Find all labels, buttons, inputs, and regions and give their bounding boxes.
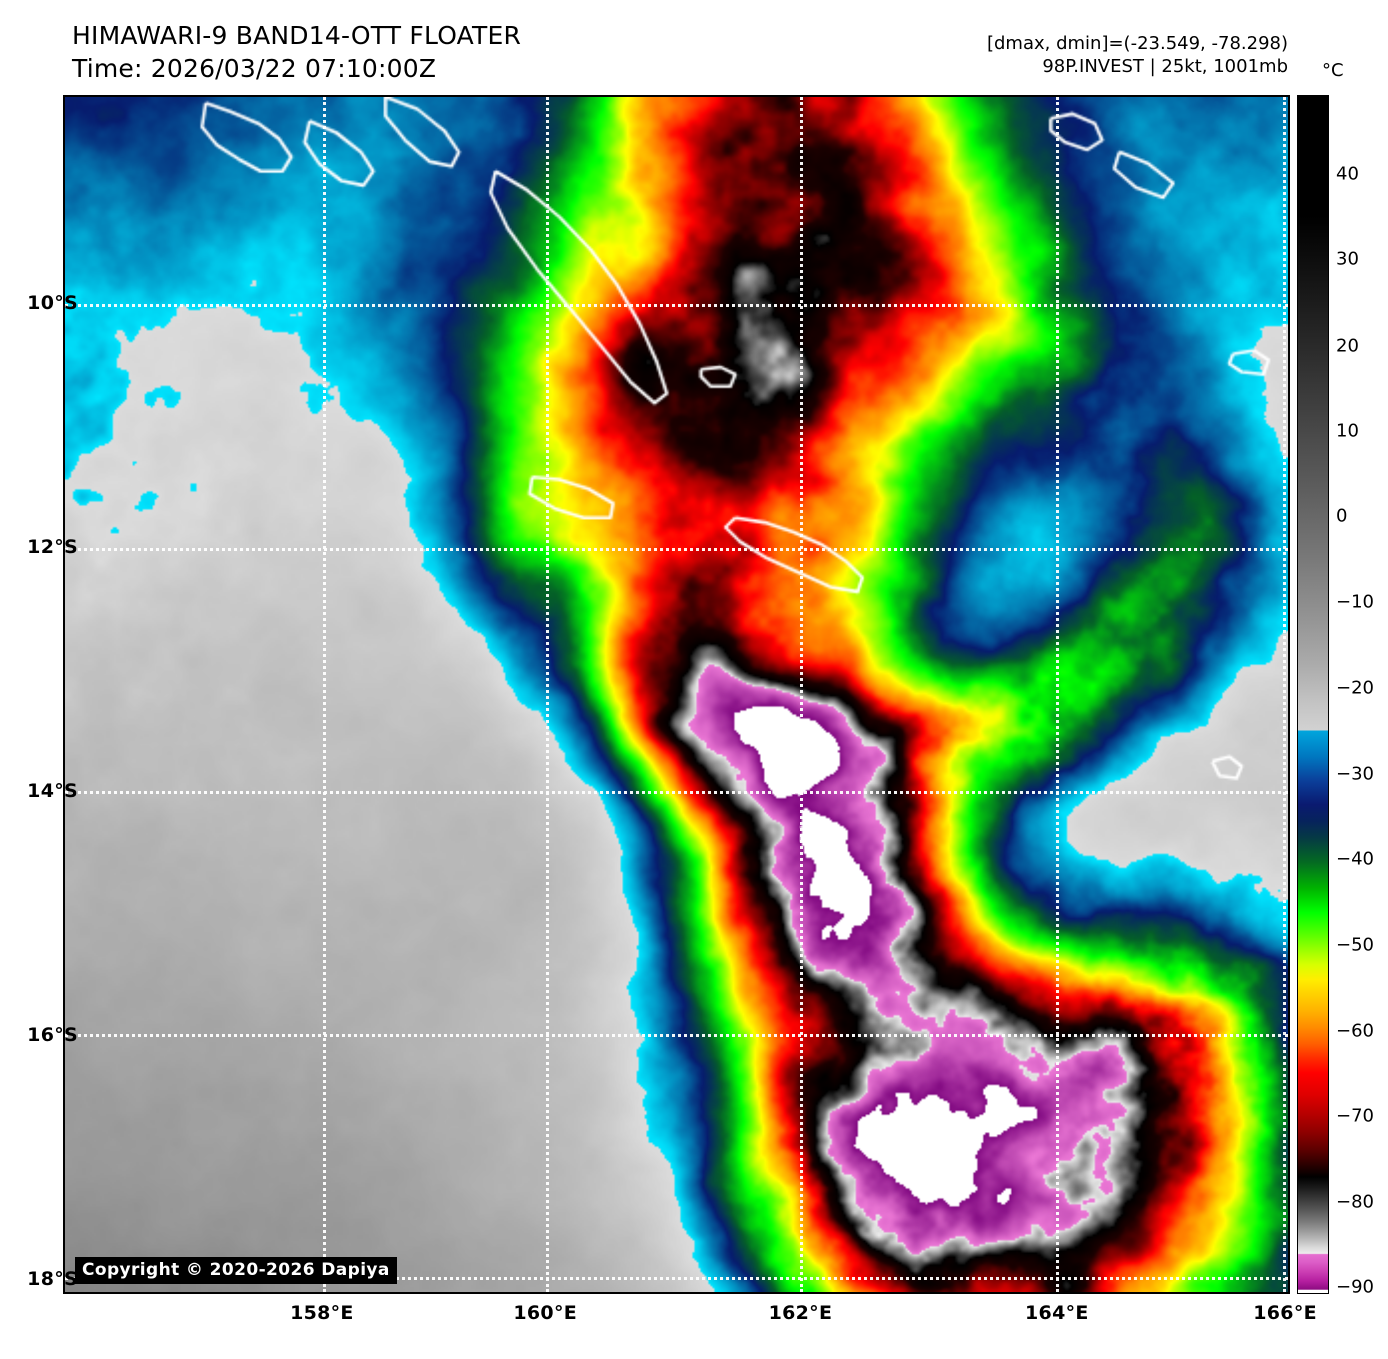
colorbar[interactable] (1297, 95, 1329, 1294)
lat-tick-label: 16°S (27, 1024, 78, 1047)
colorbar-tick-label: −30 (1336, 763, 1374, 785)
gridline-lat (65, 790, 1288, 794)
colorbar-tick-label: 0 (1336, 505, 1348, 527)
satellite-imagery-canvas (65, 97, 1288, 1292)
colorbar-tick-label: 10 (1336, 420, 1359, 442)
timestamp-label: Time: 2026/03/22 07:10:00Z (72, 53, 437, 83)
colorbar-unit-label: °C (1322, 60, 1344, 81)
gridline-lat (65, 304, 1288, 308)
colorbar-tick-label: 20 (1336, 335, 1359, 357)
gridline-lon (800, 97, 804, 1292)
title-block: HIMAWARI-9 BAND14-OTT FLOATER Time: 2026… (72, 20, 521, 85)
colorbar-tick-label: −90 (1336, 1276, 1374, 1298)
gridline-lon (1283, 97, 1287, 1292)
colorbar-tick-label: −40 (1336, 848, 1374, 870)
lon-tick-label: 162°E (768, 1302, 833, 1324)
colorbar-tick-label: −60 (1336, 1020, 1374, 1042)
lon-tick-label: 164°E (1025, 1302, 1089, 1324)
lon-tick-label: 158°E (290, 1302, 354, 1324)
lat-tick-label: 14°S (27, 780, 78, 803)
colorbar-gradient (1297, 95, 1329, 1294)
page-title: HIMAWARI-9 BAND14-OTT FLOATER (72, 21, 522, 50)
gridline-lat (65, 547, 1288, 551)
gridline-lat (65, 1033, 1288, 1037)
gridline-lon (545, 97, 549, 1292)
colorbar-tick-label: −10 (1336, 591, 1374, 613)
gridline-lat (65, 1277, 1288, 1281)
copyright-notice: Copyright © 2020-2026 Dapiya (75, 1257, 397, 1284)
satellite-image-plot[interactable]: Copyright © 2020-2026 Dapiya (63, 95, 1290, 1294)
gridline-lon (323, 97, 327, 1292)
lat-tick-label: 18°S (27, 1268, 78, 1290)
storm-info-label: 98P.INVEST | 25kt, 1001mb (1042, 56, 1288, 78)
gridline-lon (1055, 97, 1059, 1292)
dmax-dmin-label: [dmax, dmin]=(-23.549, -78.298) (986, 33, 1288, 54)
lat-tick-label: 10°S (27, 292, 78, 315)
colorbar-tick-label: −50 (1336, 934, 1374, 956)
lat-tick-label: 12°S (27, 536, 78, 559)
lon-tick-label: 166°E (1253, 1302, 1317, 1324)
lon-tick-label: 160°E (513, 1302, 578, 1324)
colorbar-tick-label: −70 (1336, 1105, 1374, 1127)
colorbar-tick-label: 30 (1336, 248, 1359, 270)
colorbar-tick-label: −80 (1336, 1191, 1374, 1213)
metadata-block: [dmax, dmin]=(-23.549, -78.298) 98P.INVE… (987, 32, 1288, 79)
colorbar-tick-label: 40 (1336, 163, 1359, 185)
colorbar-tick-label: −20 (1336, 677, 1374, 699)
